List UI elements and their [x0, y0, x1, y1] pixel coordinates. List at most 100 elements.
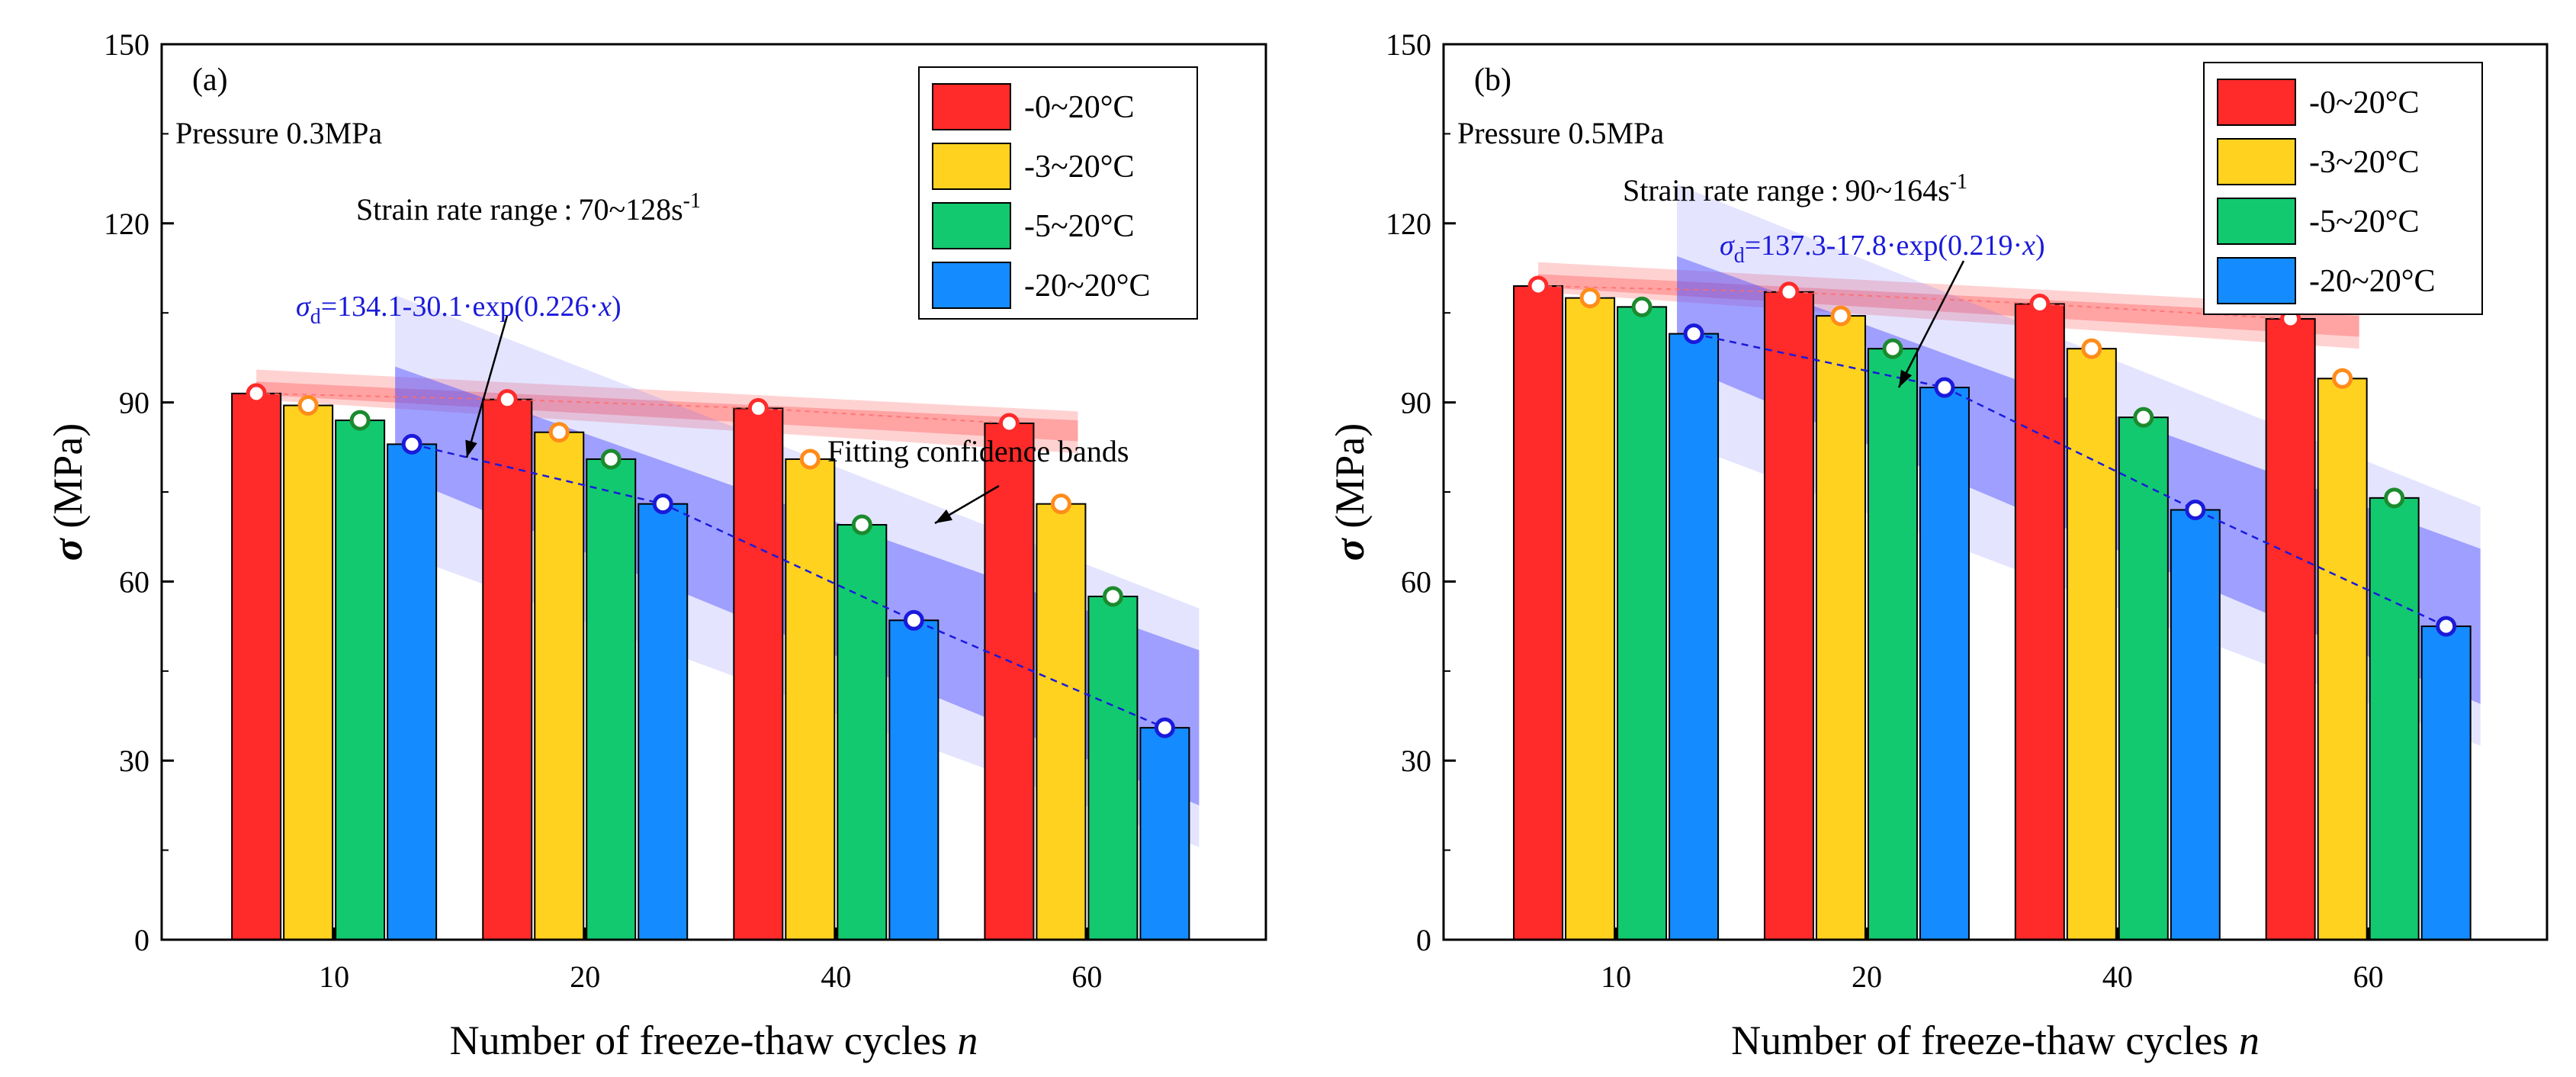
x-axis: 10 20 40 60: [1601, 928, 2384, 994]
data-point: [401, 433, 422, 455]
data-point: [2332, 368, 2353, 389]
data-point: [1102, 586, 1123, 607]
y-axis-title: σ (MPa): [1327, 423, 1373, 561]
y-tick-label: 90: [119, 386, 149, 420]
legend-swatch: [932, 202, 1011, 249]
strain-rate-text: Strain rate range : 90~164s-1: [1623, 170, 1967, 207]
x-axis-title: Number of freeze-thaw cycles n: [1731, 1018, 2260, 1063]
fitted-curve: [1693, 333, 2447, 628]
bar: [733, 407, 784, 940]
strain-rate-value: Strain rate range : 90~164s: [1623, 173, 1950, 207]
y-tick-label: 0: [134, 923, 149, 957]
data-point: [2436, 616, 2457, 637]
legend: -0~20°C -3~20°C -5~20°C -20~20°C: [2203, 62, 2483, 315]
x-tick-label: 20: [570, 960, 600, 994]
legend-label: -3~20°C: [1024, 149, 1135, 185]
fit-equation-variable: x: [2022, 230, 2035, 262]
strain-rate-superscript: -1: [1950, 170, 1967, 194]
bar: [1669, 333, 1720, 940]
bar: [837, 524, 888, 940]
bars: [231, 392, 1190, 940]
x-axis-title-variable: n: [957, 1018, 978, 1063]
x-tick-label: 60: [2353, 960, 2384, 994]
legend-label: -5~20°C: [1024, 209, 1135, 244]
data-point: [2133, 407, 2154, 428]
data-point: [297, 395, 319, 416]
x-tick-label: 40: [2102, 960, 2133, 994]
y-axis-title-unit: (MPa): [45, 423, 91, 538]
y-tick-label: 30: [119, 744, 149, 778]
legend-label: -3~20°C: [2309, 145, 2420, 180]
data-point: [600, 448, 622, 470]
x-tick-label: 60: [1071, 960, 1102, 994]
red-confidence-band-outer: [256, 369, 1078, 454]
bar: [1087, 595, 1139, 940]
x-axis-title-text: Number of freeze-thaw cycles: [1731, 1018, 2239, 1063]
red-confidence-band-inner: [256, 381, 1078, 442]
y-tick-label: 90: [1401, 386, 1431, 420]
panel-label: (b): [1474, 63, 1511, 98]
strain-rate-text: Strain rate range : 70~128s-1: [356, 189, 701, 227]
y-axis-title-symbol: σ: [45, 537, 91, 561]
x-tick-label: 20: [1852, 960, 1882, 994]
y-tick-label: 150: [1386, 27, 1431, 62]
y-tick-label: 120: [104, 207, 149, 241]
red-fitted-curve: [256, 392, 1010, 424]
y-tick-label: 60: [119, 564, 149, 599]
pressure-text: Pressure 0.3MPa: [175, 116, 382, 150]
bar: [1513, 285, 1564, 941]
fit-equation-body: =137.3-17.8·exp(0.219·: [1745, 230, 2022, 262]
legend-label: -0~20°C: [1024, 90, 1135, 125]
legend-swatch: [932, 262, 1011, 309]
bar: [1919, 387, 1970, 940]
data-point: [1050, 493, 1071, 515]
y-axis: 0 30 60 90 120 150: [104, 27, 174, 957]
bars: [1513, 285, 2472, 941]
data-point: [652, 493, 673, 515]
bar: [586, 458, 637, 940]
fitted-curve: [411, 443, 1165, 729]
legend-swatch: [932, 83, 1011, 130]
y-axis-title-unit: (MPa): [1327, 423, 1373, 538]
bar: [888, 619, 940, 940]
strain-rate-superscript: -1: [683, 189, 701, 213]
confidence-band-arrow-head: [935, 510, 953, 523]
bar: [1867, 348, 1918, 941]
pressure-text: Pressure 0.5MPa: [1457, 116, 1664, 150]
bar: [2066, 348, 2117, 941]
bar: [534, 431, 585, 940]
chart-panel-a: 0 30 60 90 120 150 10 20 40 60 Number of freeze-th…: [45, 27, 1267, 1063]
data-point: [851, 514, 872, 535]
panel-label: (a): [192, 63, 228, 98]
data-point: [1683, 323, 1704, 345]
chart-panel-b: 0 30 60 90 120 150 10 20 40 60 Number of freeze-th…: [1327, 27, 2549, 1063]
x-tick-label: 40: [821, 960, 851, 994]
x-axis: 10 20 40 60: [319, 928, 1102, 994]
data-point: [747, 397, 769, 419]
bar: [335, 420, 386, 940]
bar: [984, 422, 1035, 940]
fit-equation-sigma: σ: [1720, 230, 1735, 262]
bar: [1565, 297, 1616, 940]
legend: -0~20°C -3~20°C -5~20°C -20~20°C: [918, 66, 1198, 320]
data-point: [1154, 717, 1175, 738]
data-point: [246, 383, 267, 404]
bar: [482, 398, 533, 940]
legend-label: -20~20°C: [2309, 264, 2436, 299]
strain-rate-value: Strain rate range : 70~128s: [356, 192, 683, 227]
fit-equation-body: =134.1-30.1·exp(0.226·: [321, 291, 599, 323]
data-point: [2029, 293, 2051, 314]
data-point: [1934, 377, 1955, 398]
legend-label: -0~20°C: [2309, 85, 2420, 121]
bar: [231, 392, 282, 940]
fit-equation: σd=137.3-17.8·exp(0.219·x): [1720, 230, 2045, 268]
data-point: [349, 410, 371, 431]
legend-swatch: [2217, 138, 2296, 185]
data-point: [1579, 288, 1601, 309]
bar: [2014, 303, 2065, 940]
fit-equation-arrow: [1897, 260, 1965, 388]
x-axis-title-text: Number of freeze-thaw cycles: [450, 1018, 958, 1063]
fit-equation-close: ): [2035, 230, 2045, 262]
x-tick-label: 10: [319, 960, 349, 994]
y-tick-label: 0: [1416, 923, 1431, 957]
